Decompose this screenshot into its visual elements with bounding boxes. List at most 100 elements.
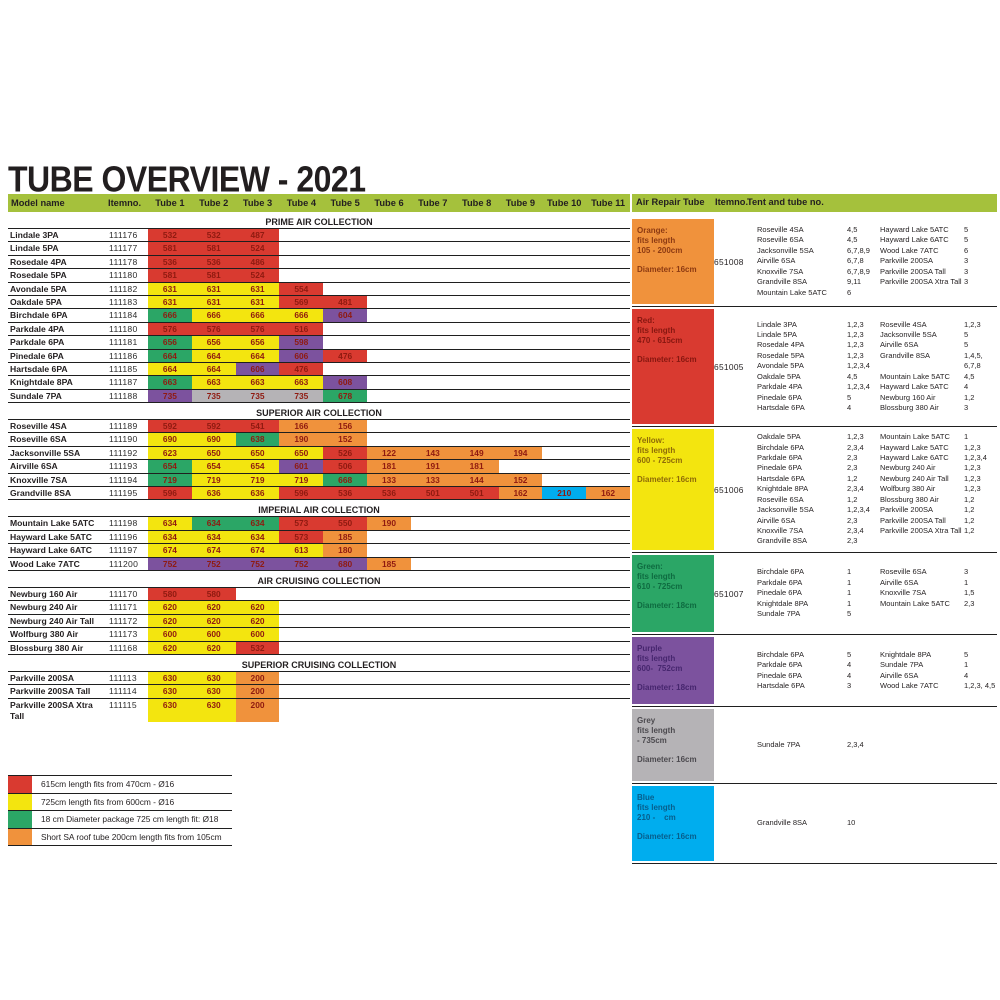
tube-value-cell [455,296,499,308]
table-row: Newburg 160 Air 111170 580 580 [8,586,630,602]
tent-entry: Parkdale 6PA 2,3 [748,453,880,463]
tube-value-cell [542,460,586,472]
tube-value-cell [279,628,323,640]
tube-value-cell: 501 [454,487,499,500]
tube-value-cell: 598 [279,336,324,349]
legend-row: Short SA roof tube 200cm length fits fro… [8,827,232,846]
tube-value-cell: 631 [148,295,192,309]
tube-value-cell: 631 [191,282,236,295]
tent-name: Knightdale 8PA [757,484,809,494]
table-row: Knoxville 7SA 111194 719 719 719 719 668 133 133… [8,473,630,488]
tube-value-cell: 190 [367,517,411,530]
yellow-color-block: Yellow: fits length 600 - 725cm Diameter: 1… [632,429,714,550]
block-diameter-label: Diameter: 16cm [637,265,697,274]
tube-value-cell [455,336,499,348]
model-name-cell: Hayward Lake 6ATC [10,545,92,556]
tent-name: Newburg 240 Air [880,463,936,473]
tube-value-cell: 596 [279,487,324,500]
itemno-cell: 111186 [109,350,138,361]
tube-value-cell: 581 [191,269,236,282]
legend-text: Short SA roof tube 200cm length fits fro… [41,831,222,842]
tube-value-cell [455,350,499,362]
table-row: Rosedale 4PA 111178 536 536 486 [8,255,630,270]
tube-numbers: 1,2 [964,392,975,402]
tent-name: Hartsdale 6PA [757,473,805,483]
tube-value-cell [542,376,586,388]
tube-value-cell: 592 [148,420,192,433]
tent-name: Airville 6SA [880,577,919,587]
tent-name: Newburg 240 Air Tall [880,473,949,483]
tube-value-cell [542,558,586,570]
table-row: Birchdale 6PA 111184 666 666 666 666 604 [8,309,630,323]
tube-numbers: 5 [964,225,969,235]
tube-value-cell [455,588,499,600]
tube-value-cell: 634 [191,530,236,544]
tube-value-cell [586,256,630,268]
tent-entry: Roseville 6SA 3 [880,567,997,577]
col-header-tube-7: Tube 7 [418,198,448,208]
itemno-cell: 111115 [109,699,137,710]
col-header-tube-11: Tube 11 [591,198,626,208]
tube-value-cell: 752 [235,557,280,570]
tube-value-cell [586,474,630,486]
tube-value-cell: 664 [148,349,192,362]
tube-value-cell: 185 [367,557,411,570]
tube-value-cell [411,390,455,402]
itemno-cell: 111183 [109,296,138,307]
tube-value-cell [455,642,499,654]
tube-value-cell [455,685,499,697]
tube-value-cell [586,544,630,556]
tent-entry: Parkville 200SA 3 [880,256,997,266]
tube-numbers: 4,5 [847,371,858,381]
itemno-cell: 111196 [109,531,138,542]
tube-value-cell [499,685,543,697]
tube-value-cell: 162 [586,487,630,500]
block-label-line: Yellow: [637,436,665,445]
tube-numbers: 2,3,4 [847,739,864,749]
tube-value-cell: 600 [235,628,280,641]
tube-value-cell [411,323,455,335]
block-label-line: 470 - 615cm [637,336,683,345]
model-name-cell: Avondale 5PA [10,283,67,294]
tent-name: Rosedale 5PA [757,350,805,360]
itemno-cell: 111172 [109,615,138,626]
table-row: Blossburg 380 Air 111168 620 620 532 [8,641,630,655]
orange-color-block: Orange: fits length 105 - 200cm Diameter: 1… [632,219,714,304]
tube-numbers: 3 [964,277,969,287]
tube-value-cell [323,256,367,268]
tent-entry: Roseville 4SA 1,2,3 [880,320,997,330]
tube-value-cell: 210 [542,487,587,500]
tube-value-cell: 664 [235,349,280,362]
green-color-block: Green: fits length 610 - 725cm Diameter: 18… [632,555,714,632]
collection-section-title: AIR CRUISING COLLECTION [257,575,381,586]
tube-value-cell: 752 [191,557,236,570]
itemno-cell: 111180 [109,323,138,334]
tent-entry: Airville 6SA 6,7,8 [748,256,880,266]
tube-value-cell: 630 [191,671,236,685]
tent-tube-list: Grandville 8SA 10 [748,814,997,832]
tube-value-cell: 122 [367,446,411,460]
tube-value-cell: 638 [235,433,280,446]
tube-value-cell [586,363,630,375]
tent-entry: Roseville 4SA 4,5 [748,225,880,235]
yellow-swatch [8,793,32,810]
tube-numbers: 4,5 [847,235,858,245]
tube-value-cell [367,323,411,335]
tube-value-cell: 185 [323,530,368,544]
tube-value-cell [499,531,543,543]
tube-value-cell: 576 [148,322,192,336]
tube-value-cell: 541 [235,420,280,433]
tube-value-cell [455,242,499,254]
tube-value-cell [542,531,586,543]
model-name-cell: Rosedale 5PA [10,270,67,281]
repair-header-itemno: Itemno. [715,197,749,207]
tube-value-cell: 524 [235,269,280,282]
col-header-tube-2: Tube 2 [199,198,229,208]
tent-entry: Blossburg 380 Air 1,2 [880,495,997,505]
tent-column: Sundale 7PA 2,3,4 [748,740,880,750]
tube-value-cell [367,642,411,654]
block-label-line: fits length [637,236,676,245]
tube-value-cell: 620 [148,641,192,654]
tent-tube-list: Roseville 4SA 4,5 Roseville 6SA 4,5 Jacksonv… [748,221,997,302]
tube-value-cell: 191 [410,460,455,473]
